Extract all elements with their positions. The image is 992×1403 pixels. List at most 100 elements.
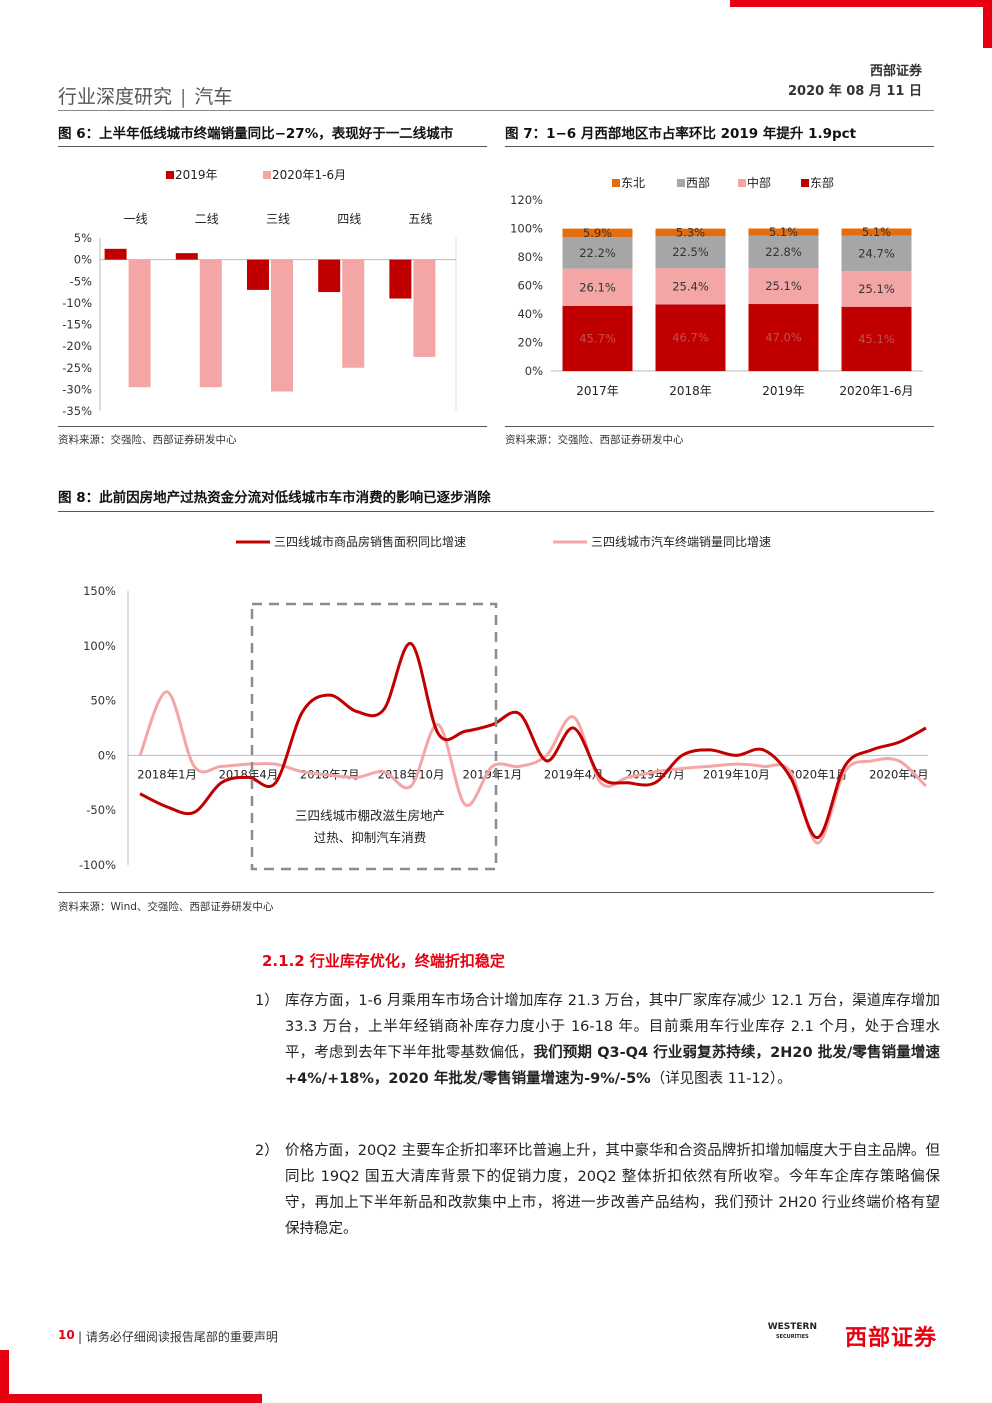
- fig8-x-tick-label: 2019年4月: [544, 767, 604, 781]
- report-section: 行业深度研究: [58, 86, 173, 108]
- fig6-y-tick-label: -5%: [70, 274, 92, 288]
- paragraph-1-text: 库存方面，1-6 月乘用车市场合计增加库存 21.3 万台，其中厂家库存减少 1…: [285, 993, 940, 1061]
- fig7-category-label: 2017年: [576, 384, 619, 398]
- fig7-data-label: 5.1%: [862, 225, 891, 239]
- fig8-legend-label-housing: 三四线城市商品房销售面积同比增速: [274, 534, 466, 549]
- fig8-y-tick-label: -50%: [86, 803, 116, 817]
- fig6-source: 资料来源：交强险、西部证券研发中心: [58, 434, 237, 446]
- fig7-data-label: 46.7%: [672, 331, 709, 345]
- report-sector: 汽车: [194, 86, 233, 108]
- fig6-y-tick-label: 0%: [74, 253, 92, 267]
- fig8-y-tick-label: 150%: [83, 584, 116, 598]
- fig7-category-label: 2018年: [669, 384, 712, 398]
- fig7-bar-segment: [655, 228, 726, 237]
- fig6-category-label: 四线: [337, 212, 361, 226]
- fig6-legend: 2019年 2020年1-6月: [166, 168, 346, 182]
- fig7-legend-label-east: 东部: [810, 175, 834, 190]
- fig7-bar-segment: [655, 236, 726, 269]
- fig6-title: 图 6：上半年低线城市终端销量同比−27%，表现好于一二线城市: [58, 126, 454, 142]
- fig6-title-rule: [58, 146, 487, 147]
- header-rule: [58, 110, 934, 111]
- fig8-x-tick-label: 2020年1月: [788, 767, 848, 781]
- fig6-chart: 2019年 2020年1-6月 5% 0% -5% -10% -15% -20% -25% -…: [62, 168, 457, 418]
- fig7-legend-swatch-northeast: [612, 179, 620, 187]
- fig8-x-tick-label: 2019年10月: [703, 767, 770, 781]
- fig6-bar-2020: [128, 259, 151, 388]
- fig8-title: 图 8：此前因房地产过热资金分流对低线城市车市消费的影响已逐步消除: [58, 490, 491, 506]
- fig6-legend-label-2020: 2020年1-6月: [272, 168, 346, 182]
- header-red-bar: [730, 0, 992, 7]
- fig7-legend-label-central: 中部: [747, 175, 771, 190]
- fig8-x-tick-label: 2020年4月: [869, 767, 929, 781]
- fig6-category-label: 二线: [195, 212, 219, 226]
- fig7-y-tick-label: 100%: [510, 222, 543, 236]
- paragraph-1-bold: 我们预期 Q3-Q4 行业弱复苏持续，2H20 批发/零售销量增速+4%/+18…: [285, 1045, 940, 1087]
- fig7-bar-segment: [562, 228, 633, 238]
- fig6-y-tick-label: -35%: [62, 404, 92, 418]
- fig8-line-housing: [139, 642, 927, 840]
- fig8-legend: 三四线城市商品房销售面积同比增速 三四线城市汽车终端销量同比增速: [236, 534, 771, 549]
- fig8-title-rule: [58, 511, 934, 512]
- fig7-data-label: 25.1%: [765, 279, 802, 293]
- paragraph-2: 2） 价格方面，20Q2 主要车企折扣率环比普遍上升，其中豪华和合资品牌折扣增加…: [255, 1138, 940, 1242]
- fig7-y-tick-label: 20%: [517, 336, 543, 350]
- fig6-bar-2019: [104, 248, 127, 260]
- fig8-bottom-rule: [58, 892, 934, 893]
- fig7-y-tick-label: 0%: [525, 364, 543, 378]
- fig7-bar-segment: [562, 237, 633, 269]
- title-separator: |: [180, 86, 187, 108]
- fig6-bottom-rule: [58, 426, 487, 427]
- paragraph-1-text-end: （详见图表 11-12）。: [650, 1071, 792, 1087]
- fig7-legend-swatch-east: [801, 179, 809, 187]
- fig6-bar-2019: [247, 259, 269, 290]
- fig8-y-tick-label: -100%: [79, 858, 116, 872]
- fig7-bar-segment: [841, 235, 912, 271]
- fig7-data-label: 22.5%: [672, 245, 709, 259]
- fig6-bar-2020: [199, 259, 222, 388]
- fig6-legend-swatch-2019: [166, 171, 174, 179]
- fig6-y-tick-label: -15%: [62, 318, 92, 332]
- fig6-category-label: 五线: [408, 212, 432, 226]
- footer-red-bar: [0, 1394, 262, 1403]
- fig8-source: 资料来源：Wind、交强险、西部证券研发中心: [58, 901, 274, 913]
- fig7-bar-segment: [841, 306, 912, 371]
- fig7-data-label: 45.7%: [579, 331, 616, 345]
- fig7-y-tick-label: 120%: [510, 193, 543, 207]
- fig7-data-label: 24.7%: [858, 246, 895, 260]
- footer-logo-cn: 西部证券: [844, 1326, 937, 1351]
- fig7-chart: 东北 西部 中部 东部 0% 20% 40% 60% 80% 100% 120% 45.7% 2…: [510, 175, 923, 398]
- fig6-y-tick-label: -30%: [62, 382, 92, 396]
- fig8-annotation-line2: 过热、抑制汽车消费: [314, 830, 427, 845]
- fig7-title-rule: [505, 146, 934, 147]
- fig7-title: 图 7：1−6 月西部地区市占率环比 2019 年提升 1.9pct: [505, 126, 857, 142]
- footer-logo-en: WESTERN SECURITIES: [768, 1322, 817, 1342]
- fig7-legend-label-west: 西部: [686, 175, 710, 190]
- fig7-bar-segment: [655, 268, 726, 305]
- fig7-y-tick-label: 40%: [517, 307, 543, 321]
- paragraph-1: 1） 库存方面，1-6 月乘用车市场合计增加库存 21.3 万台，其中厂家库存减…: [255, 988, 940, 1092]
- header-red-bar-vertical: [983, 0, 992, 48]
- fig6-category-label: 三线: [266, 212, 290, 226]
- footer-notice: | 请务必仔细阅读报告尾部的重要声明: [78, 1330, 278, 1344]
- fig7-legend-label-northeast: 东北: [621, 176, 645, 190]
- fig7-bar-segment: [748, 304, 819, 371]
- fig7-bar-segment: [562, 268, 633, 306]
- fig7-data-label: 47.0%: [765, 331, 802, 345]
- fig7-bar-segment: [841, 228, 912, 236]
- fig7-bar-segment: [562, 305, 633, 371]
- paragraph-2-number: 2）: [255, 1143, 279, 1159]
- fig7-category-label: 2019年: [762, 384, 805, 398]
- fig7-data-label: 5.3%: [676, 225, 705, 239]
- fig6-legend-swatch-2020: [263, 171, 271, 179]
- fig6-bar-2020: [413, 259, 436, 357]
- fig6-y-tick-label: 5%: [74, 231, 92, 245]
- fig7-bar-segment: [748, 235, 819, 269]
- fig8-highlight-box: [250, 602, 498, 871]
- footer-red-bar-vertical: [0, 1350, 9, 1403]
- fig6-y-tick-label: -25%: [62, 361, 92, 375]
- fig7-y-tick-label: 80%: [517, 250, 543, 264]
- fig7-data-label: 5.9%: [583, 226, 612, 240]
- fig8-x-tick-label: 2019年1月: [463, 767, 523, 781]
- fig8-y-tick-label: 0%: [98, 748, 116, 762]
- fig8-chart: 三四线城市商品房销售面积同比增速 三四线城市汽车终端销量同比增速 150% 100…: [79, 534, 929, 872]
